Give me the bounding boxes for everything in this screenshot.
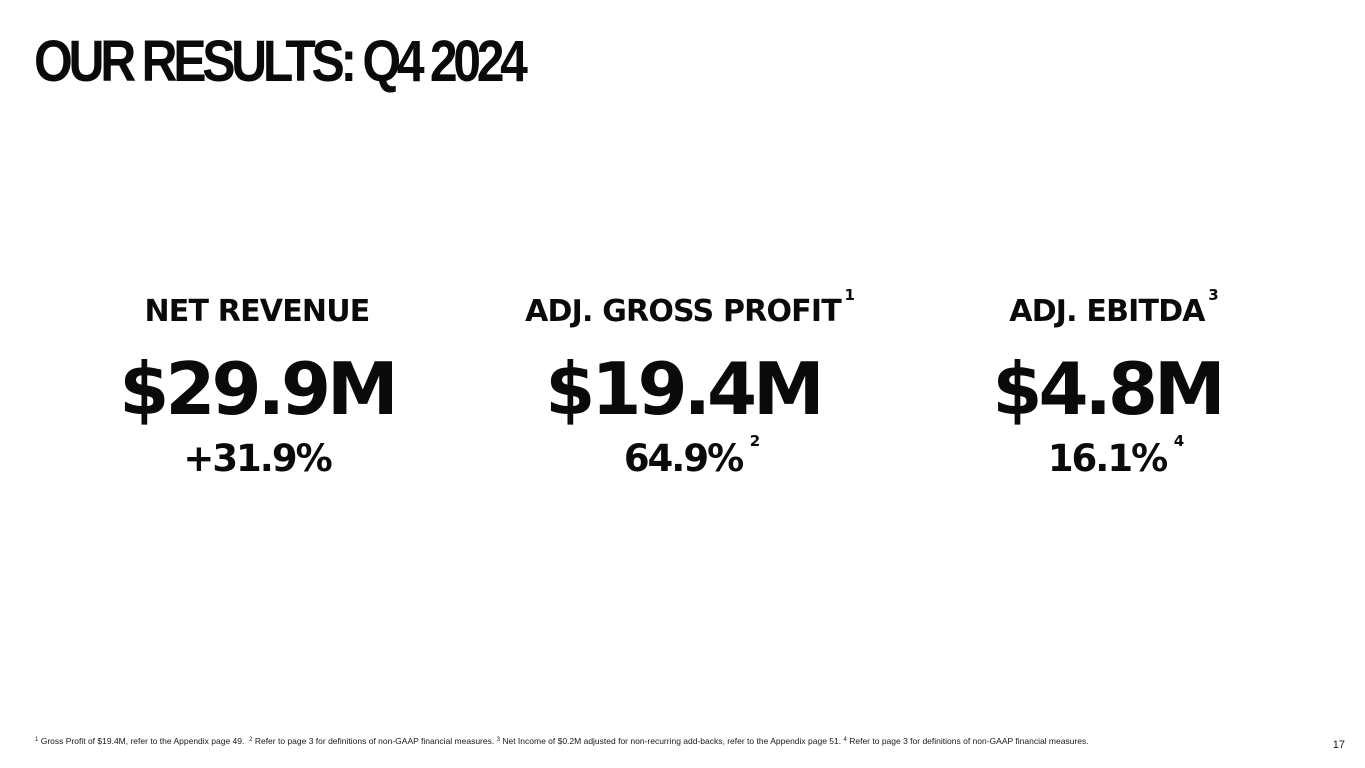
footnote-ref: 1 [844,286,855,304]
page-number: 17 [1332,739,1345,751]
metric-margin-text: 64.9% [623,437,744,480]
metric-label: ADJ. GROSS PROFIT 1 [525,286,855,334]
metric-margin: 64.9% 2 [623,432,760,484]
footnotes: 1 Gross Profit of $19.4M, refer to the A… [35,735,1089,749]
footnote-number: 4 [843,737,847,743]
metric-value: $29.9M [119,347,398,431]
metric-margin: 16.1% 4 [1047,432,1184,484]
metric-label: NET REVENUE [144,290,371,334]
metric-label-text: ADJ. GROSS PROFIT [525,294,842,329]
metric-value: $4.8M [992,347,1225,431]
metric-margin-text: 16.1% [1047,437,1168,480]
metric-change: +31.9% [183,434,332,484]
footnote-number: 3 [496,737,500,743]
metric-change-text: +31.9% [183,437,332,480]
metric-label: ADJ. EBITDA 3 [1009,286,1218,334]
footnote-ref: 3 [1208,286,1219,304]
footnote-number: 2 [249,737,253,743]
footnote-text: Refer to page 3 for definitions of non-G… [254,736,495,746]
footnote-ref: 2 [749,432,761,450]
metric-label-text: NET REVENUE [144,294,371,329]
footnote-text: Gross Profit of $19.4M, refer to the App… [40,736,245,746]
metric-net-revenue: NET REVENUE $29.9M +31.9% [57,290,457,484]
footnote-text: Net Income of $0.2M adjusted for non-rec… [502,736,842,746]
metric-adj-ebitda: ADJ. EBITDA 3 $4.8M 16.1% 4 [907,286,1307,484]
metric-value: $19.4M [545,347,824,431]
footnote-number: 1 [35,737,39,743]
metric-label-text: ADJ. EBITDA [1009,294,1205,329]
footnote-ref: 4 [1173,432,1185,450]
metric-adj-gross-profit: ADJ. GROSS PROFIT 1 $19.4M 64.9% 2 [483,286,883,484]
slide-title: OUR RESULTS: Q4 2024 [34,29,528,94]
footnote-text: Refer to page 3 for definitions of non-G… [849,736,1089,746]
